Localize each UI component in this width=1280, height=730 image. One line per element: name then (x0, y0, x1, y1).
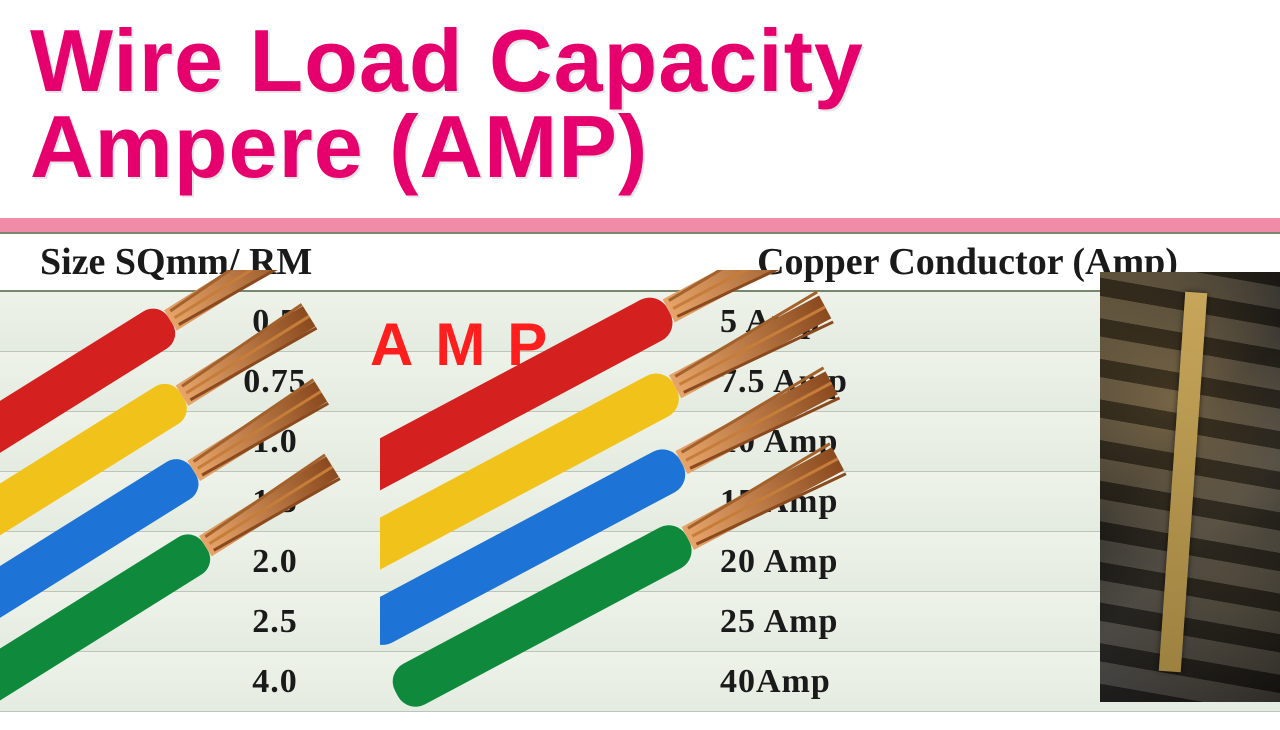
table-row: 2.525 Amp (0, 592, 1280, 652)
title-line-1: Wire Load Capacity (30, 18, 1250, 104)
table-header-row: Size SQmm/ RM Copper Conductor (Amp) (0, 232, 1280, 292)
size-cell: 4.0 (0, 663, 560, 701)
wire-table: Size SQmm/ RM Copper Conductor (Amp) 0.5… (0, 232, 1280, 712)
size-cell: 2.0 (0, 543, 560, 581)
size-cell: 1.5 (0, 483, 560, 521)
table-row: 0.757.5 Amp (0, 352, 1280, 412)
burnt-terminal-photo (1100, 272, 1280, 702)
table-row: 2.020 Amp (0, 532, 1280, 592)
title-block: Wire Load Capacity Ampere (AMP) (0, 0, 1280, 218)
size-cell: 2.5 (0, 603, 560, 641)
table-row: 0.55 Amp (0, 292, 1280, 352)
table-row: 1.010 Amp (0, 412, 1280, 472)
size-cell: 1.0 (0, 423, 560, 461)
divider-bar (0, 218, 1280, 232)
header-size: Size SQmm/ RM (0, 234, 655, 290)
amp-overlay-text: AMP (370, 310, 569, 379)
table-row: 1.515 Amp (0, 472, 1280, 532)
table-row: 4.040Amp (0, 652, 1280, 712)
title-line-2: Ampere (AMP) (30, 104, 1250, 190)
